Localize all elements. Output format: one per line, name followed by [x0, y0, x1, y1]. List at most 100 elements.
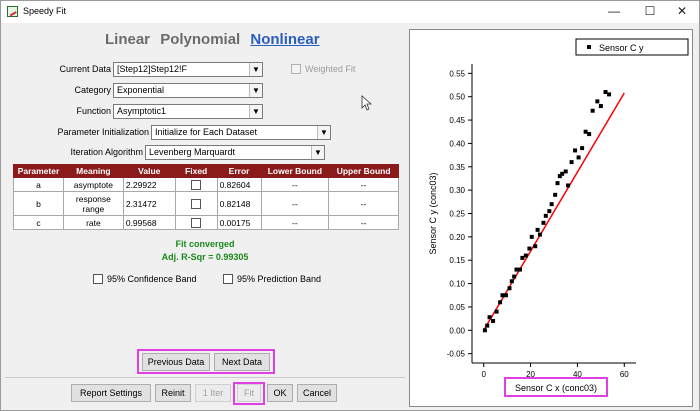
close-icon[interactable]: ✕: [676, 4, 688, 18]
tab-nonlinear[interactable]: Nonlinear: [250, 31, 320, 48]
data-point: [482, 328, 487, 333]
y-tick-label: 0.30: [449, 186, 465, 195]
col-upper-bound: Upper Bound: [328, 164, 399, 178]
current-data-label: Current Data: [59, 64, 111, 74]
category-select[interactable]: Exponential ▼: [113, 83, 263, 98]
x-tick-label: 60: [620, 370, 629, 379]
footer-divider: [5, 377, 405, 378]
weighted-fit-check: [291, 63, 301, 74]
lower-bound[interactable]: --: [260, 215, 330, 230]
fixed-checkbox[interactable]: [191, 179, 202, 190]
scatter-chart: -0.05 0.00 0.05 0.10 0.15 0.20 0.25 0.30 0.35 0.4…: [428, 38, 689, 397]
iteration-label: Iteration Algorithm: [70, 147, 143, 157]
data-point: [549, 202, 554, 207]
fixed-cell: [174, 191, 218, 216]
iteration-value: Levenberg Marquardt: [149, 147, 236, 157]
data-point: [487, 315, 492, 320]
table-row: c rate 0.99568 0.00175 -- --: [13, 215, 399, 230]
x-tick-label: 0: [481, 370, 486, 379]
chevron-down-icon: ▼: [311, 146, 324, 159]
y-tick-label: 0.10: [449, 280, 465, 289]
iteration-select[interactable]: Levenberg Marquardt ▼: [145, 145, 325, 160]
confidence-band-check: [93, 273, 103, 284]
data-point: [537, 232, 542, 237]
data-point: [557, 174, 562, 179]
y-tick-label: 0.55: [449, 69, 465, 78]
title-bar: Speedy Fit — ☐ ✕: [1, 1, 699, 23]
y-axis-label: Sensor C y (conc03): [428, 172, 438, 254]
data-point: [566, 183, 571, 188]
y-tick-label: 0.15: [449, 256, 465, 265]
data-point: [563, 169, 568, 174]
weighted-fit-checkbox[interactable]: Weighted Fit: [291, 63, 355, 74]
param-name: a: [13, 177, 64, 192]
fit-converged-text: Fit converged: [175, 239, 235, 249]
previous-data-button[interactable]: Previous Data: [142, 353, 210, 371]
param-name: b: [13, 191, 64, 216]
function-label: Function: [76, 106, 111, 116]
param-value[interactable]: 2.31472: [122, 191, 176, 216]
confidence-band-label: 95% Confidence Band: [107, 273, 197, 284]
next-data-button[interactable]: Next Data: [214, 353, 270, 371]
data-point: [529, 234, 534, 239]
confidence-band-checkbox[interactable]: 95% Confidence Band: [93, 273, 197, 284]
ok-button[interactable]: OK: [267, 384, 293, 402]
y-tick-label: 0.50: [449, 93, 465, 102]
data-point: [520, 255, 525, 260]
x-tick-label: 40: [573, 370, 582, 379]
weighted-fit-label: Weighted Fit: [305, 63, 356, 74]
fixed-cell: [174, 177, 218, 192]
upper-bound[interactable]: --: [328, 215, 399, 230]
y-tick-label: 0.05: [449, 303, 465, 312]
lower-bound[interactable]: --: [260, 191, 330, 216]
data-point: [527, 246, 532, 251]
data-point: [607, 92, 612, 97]
y-tick-label: -0.05: [447, 350, 466, 359]
upper-bound[interactable]: --: [328, 177, 399, 192]
one-iter-button[interactable]: 1 Iter: [195, 384, 231, 402]
data-point: [580, 146, 585, 151]
fixed-checkbox[interactable]: [191, 198, 202, 209]
current-data-select[interactable]: [Step12]Step12!F ▼: [113, 62, 263, 77]
data-point: [576, 155, 581, 160]
param-meaning: response range: [62, 191, 124, 216]
legend-label: Sensor C y: [599, 43, 644, 53]
col-meaning: Meaning: [62, 164, 124, 178]
y-tick-label: 0.00: [449, 326, 465, 335]
function-select[interactable]: Asymptotic1 ▼: [113, 104, 263, 119]
data-point: [535, 227, 540, 232]
param-init-select[interactable]: Initialize for Each Dataset ▼: [151, 125, 331, 140]
data-point: [523, 253, 528, 258]
fixed-checkbox[interactable]: [191, 217, 202, 228]
param-value[interactable]: 0.99568: [122, 215, 176, 230]
fixed-cell: [174, 215, 218, 230]
param-value[interactable]: 2.29922: [122, 177, 176, 192]
graph-preview-panel: -0.05 0.00 0.05 0.10 0.15 0.20 0.25 0.30 0.35 0.4…: [409, 29, 693, 407]
fit-button[interactable]: Fit: [237, 384, 261, 402]
adj-r-sqr-text: Adj. R-Sqr = 0.99305: [161, 252, 249, 262]
data-point: [507, 286, 512, 291]
minimize-icon[interactable]: —: [608, 4, 620, 18]
data-point: [603, 90, 608, 95]
function-value: Asymptotic1: [117, 106, 167, 116]
mouse-cursor-icon: [361, 95, 373, 111]
data-point: [555, 181, 560, 186]
tab-linear[interactable]: Linear: [105, 31, 151, 48]
param-init-value: Initialize for Each Dataset: [155, 127, 258, 137]
prediction-band-checkbox[interactable]: 95% Prediction Band: [223, 273, 321, 284]
report-settings-button[interactable]: Report Settings: [71, 384, 151, 402]
cancel-button[interactable]: Cancel: [297, 384, 337, 402]
reinit-button[interactable]: Reinit: [155, 384, 191, 402]
upper-bound[interactable]: --: [328, 191, 399, 216]
maximize-icon[interactable]: ☐: [644, 4, 656, 18]
window-title: Speedy Fit: [23, 6, 67, 16]
chevron-down-icon: ▼: [249, 105, 262, 118]
prediction-band-label: 95% Prediction Band: [237, 273, 322, 284]
data-point: [518, 267, 523, 272]
lower-bound[interactable]: --: [260, 177, 330, 192]
tab-polynomial[interactable]: Polynomial: [160, 31, 241, 48]
data-point: [547, 209, 552, 214]
data-point: [491, 318, 496, 323]
x-axis-label: Sensor C x (conc03): [515, 383, 597, 393]
chevron-down-icon: ▼: [249, 84, 262, 97]
